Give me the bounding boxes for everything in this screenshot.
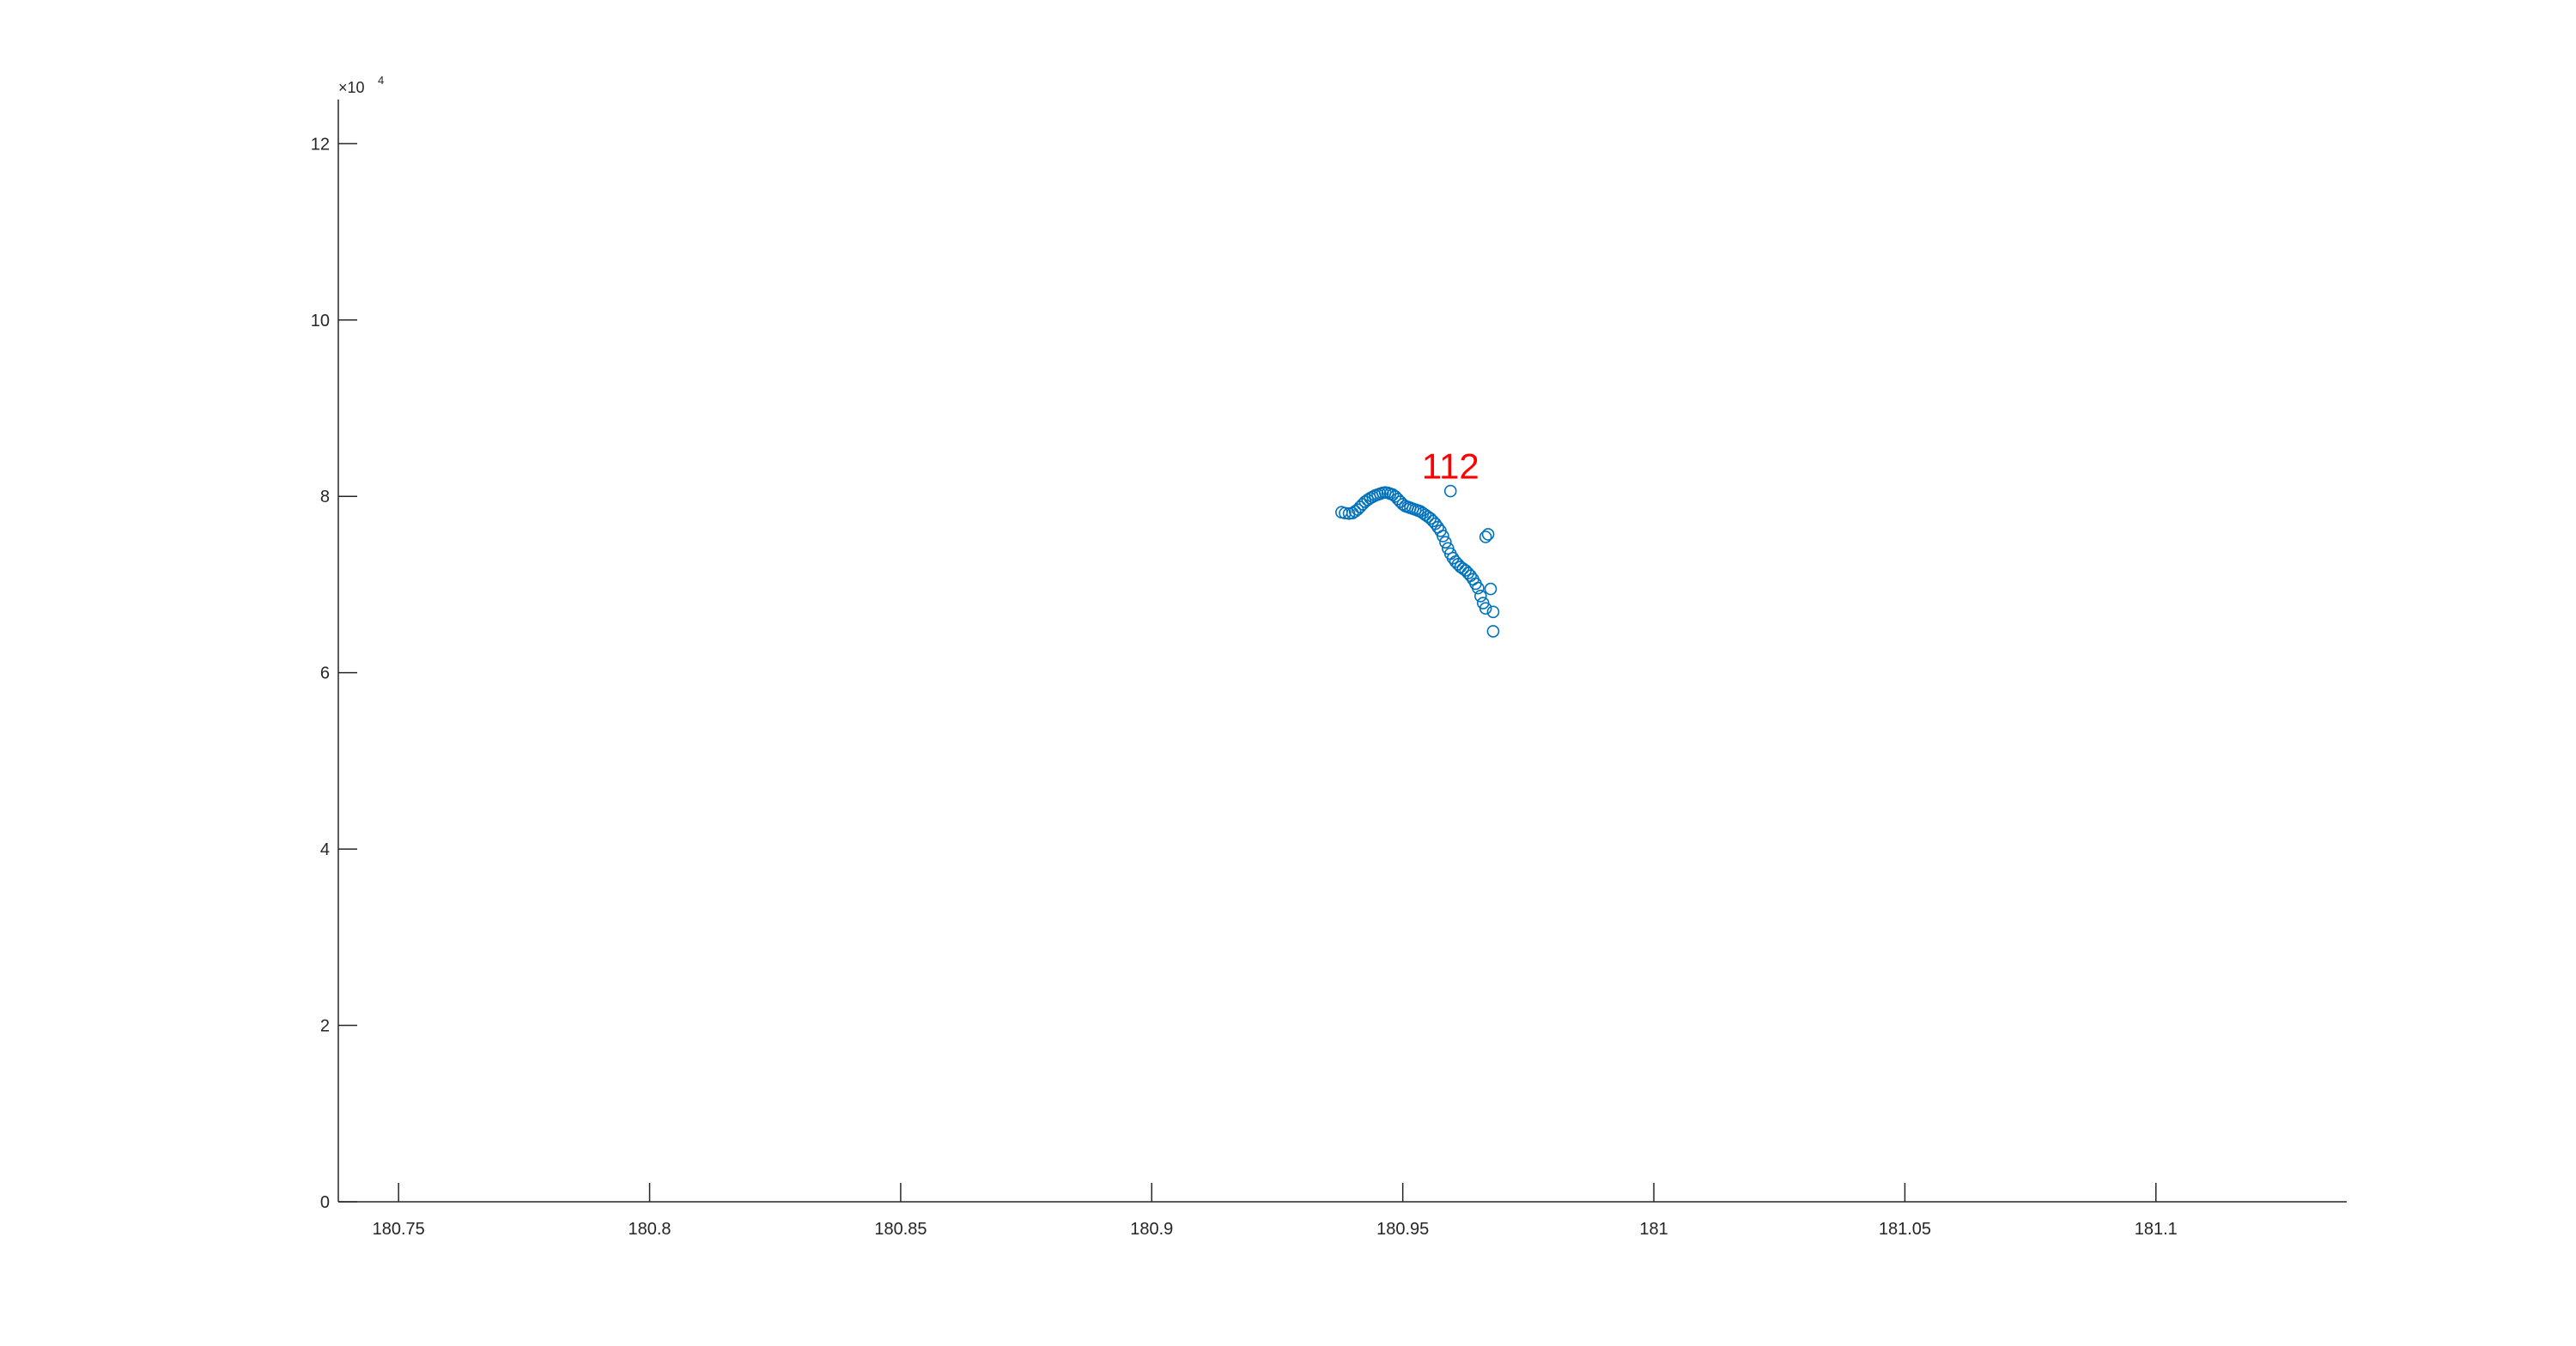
y-tick-label: 0: [320, 1193, 330, 1212]
x-tick-label: 181.1: [2135, 1220, 2178, 1239]
x-tick-label: 180.8: [629, 1220, 671, 1239]
axes: [337, 100, 2347, 1203]
data-point: [1439, 536, 1452, 549]
data-point: [1472, 581, 1485, 595]
annotations: 112: [1422, 446, 1479, 486]
data-point: [1479, 602, 1492, 615]
y-axis-ticks: 0 2 4 6 8 10 12: [311, 135, 357, 1212]
y-tick-label: 2: [320, 1017, 330, 1036]
y-tick-label: 8: [320, 488, 330, 506]
x-tick-label: 180.95: [1376, 1220, 1429, 1239]
x-tick-label: 180.9: [1130, 1220, 1173, 1239]
y-axis-exponent: ×10 4: [338, 74, 384, 96]
data-point: [1437, 530, 1449, 543]
data-point: [1339, 506, 1352, 520]
x-tick-label: 180.75: [373, 1220, 425, 1239]
data-point: [1474, 590, 1487, 603]
y-exponent-base: ×10: [338, 79, 365, 96]
y-tick-label: 4: [320, 840, 330, 859]
data-point: [1486, 605, 1500, 619]
data-point: [1484, 582, 1498, 596]
data-point: [1479, 531, 1492, 543]
x-axis-ticks: 180.75 180.8 180.85 180.9 180.95 181 181.05 181…: [373, 1183, 2178, 1239]
y-tick-label: 10: [311, 312, 330, 330]
data-point: [1481, 528, 1495, 541]
y-exponent-power: 4: [378, 74, 384, 87]
y-tick-label: 6: [320, 664, 330, 683]
y-tick-label: 12: [311, 135, 330, 154]
x-tick-label: 180.85: [874, 1220, 927, 1239]
data-points: [1335, 484, 1500, 638]
data-point: [1486, 625, 1500, 638]
x-tick-label: 181.05: [1879, 1220, 1931, 1239]
annotation-label: 112: [1422, 446, 1479, 486]
x-tick-label: 181: [1639, 1220, 1668, 1239]
data-point: [1443, 484, 1457, 498]
